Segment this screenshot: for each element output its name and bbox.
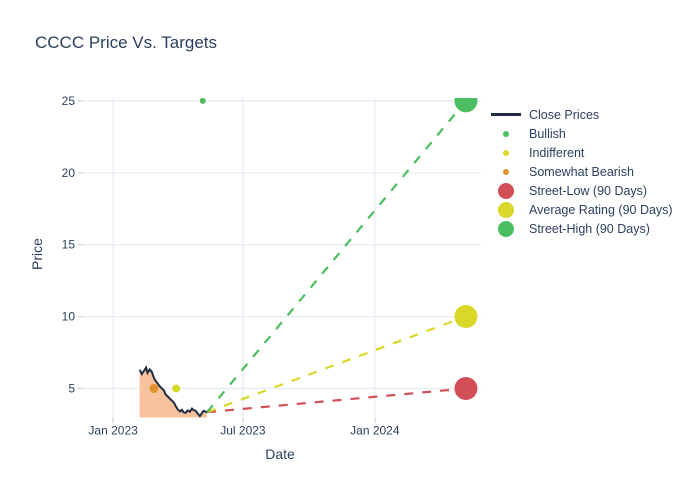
rating-dot-indifferent [172, 384, 181, 393]
legend-label: Indifferent [529, 145, 585, 160]
legend-item-street-high-days-[interactable]: Street-High (90 Days) [489, 219, 673, 238]
legend-line-swatch [489, 113, 523, 116]
legend-label: Close Prices [529, 107, 600, 122]
legend-item-somewhat-bearish[interactable]: Somewhat Bearish [489, 162, 673, 181]
legend-label: Somewhat Bearish [529, 164, 634, 179]
legend-marker-icon [489, 149, 523, 156]
target-dashed-line [206, 387, 467, 414]
legend-item-indifferent[interactable]: Indifferent [489, 143, 673, 162]
y-tick-label: 5 [68, 381, 75, 395]
legend-marker-icon [489, 182, 523, 199]
legend-label: Street-Low (90 Days) [529, 183, 648, 198]
legend-marker-icon [489, 201, 523, 218]
legend-label: Average Rating (90 Days) [529, 202, 673, 217]
legend-item-bullish[interactable]: Bullish [489, 124, 673, 143]
target-markers [454, 98, 478, 400]
legend-marker-icon [489, 130, 523, 137]
legend-item-street-low-days-[interactable]: Street-Low (90 Days) [489, 181, 673, 200]
target-marker-average-rating-days- [454, 305, 478, 329]
target-marker-street-high-days- [454, 98, 478, 113]
target-lines [206, 100, 467, 414]
y-tick-label: 25 [62, 94, 76, 108]
legend-label: Street-High (90 Days) [529, 221, 650, 236]
chart-title: CCCC Price Vs. Targets [35, 33, 218, 52]
x-tick-label: Jan 2023 [88, 424, 138, 438]
legend: Close Prices Bullish Indifferent Somewhat B… [489, 105, 673, 238]
legend-marker-icon [489, 220, 523, 237]
y-tick-label: 20 [62, 166, 76, 180]
x-tick-label: Jan 2024 [350, 424, 400, 438]
legend-item-average-rating-days-[interactable]: Average Rating (90 Days) [489, 200, 673, 219]
target-dashed-line [206, 100, 467, 413]
rating-dot-bullish [199, 97, 206, 104]
y-tick-label: 15 [62, 238, 76, 252]
rating-dot-somewhat-bearish [149, 383, 159, 393]
legend-item-close-prices[interactable]: Close Prices [489, 105, 673, 124]
x-tick-label: Jul 2023 [220, 424, 266, 438]
gridlines [77, 98, 481, 423]
y-tick-label: 10 [62, 310, 76, 324]
legend-label: Bullish [529, 126, 566, 141]
close-price-fill [139, 367, 208, 418]
close-price-line [138, 365, 208, 418]
target-marker-street-low-days- [454, 376, 478, 400]
legend-marker-icon [489, 168, 523, 175]
x-axis-label: Date [265, 446, 295, 462]
